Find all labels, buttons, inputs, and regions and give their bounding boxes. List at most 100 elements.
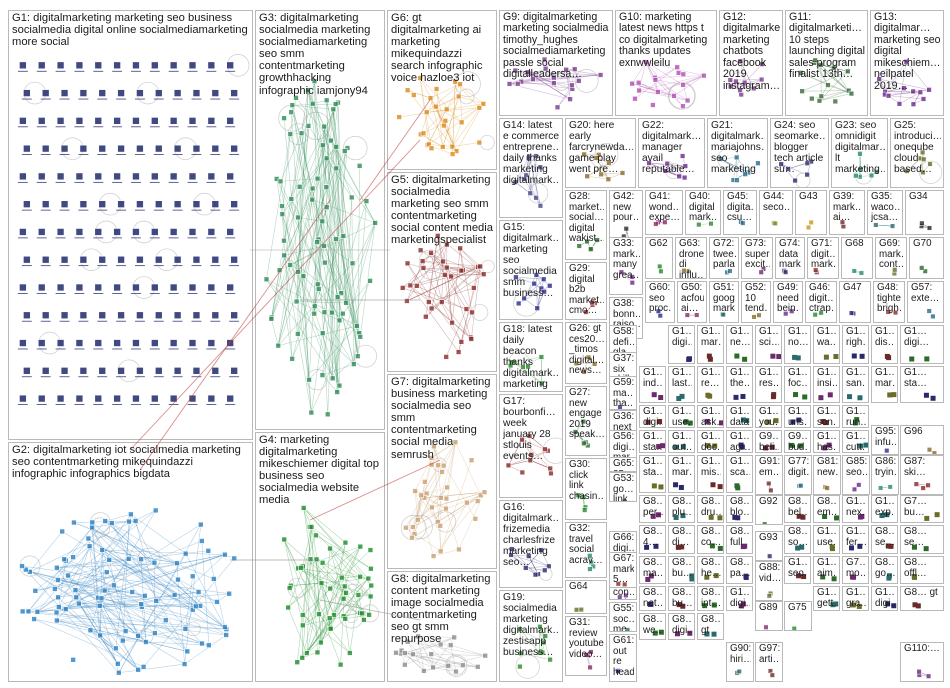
- node[interactable]: [447, 642, 454, 648]
- node[interactable]: [41, 367, 50, 375]
- node[interactable]: [732, 514, 738, 520]
- group-panel-g32[interactable]: G32: travel social acrav…: [565, 522, 607, 578]
- group-panel-small[interactable]: G1… gra…: [842, 586, 869, 611]
- node[interactable]: [823, 420, 829, 426]
- node[interactable]: [679, 153, 686, 159]
- node[interactable]: [682, 163, 689, 169]
- node[interactable]: [222, 624, 228, 630]
- node[interactable]: [563, 66, 569, 73]
- group-panel-small[interactable]: G1… sci…: [755, 325, 782, 364]
- node[interactable]: [859, 514, 865, 520]
- node[interactable]: [171, 592, 178, 598]
- group-panel-g17[interactable]: G17: bourbonfi… week january 28 stlouis …: [499, 394, 563, 498]
- group-panel-small[interactable]: G8… offl…: [900, 556, 944, 584]
- group-panel-g55[interactable]: G55: soc… me…: [609, 602, 637, 632]
- group-panel-small[interactable]: G1… digi…: [900, 325, 944, 364]
- node[interactable]: [689, 573, 694, 579]
- node[interactable]: [924, 515, 930, 521]
- node[interactable]: [79, 255, 88, 264]
- node[interactable]: [366, 612, 372, 618]
- node[interactable]: [94, 394, 103, 403]
- node[interactable]: [153, 598, 160, 604]
- node[interactable]: [680, 603, 686, 609]
- node[interactable]: [428, 455, 435, 461]
- node[interactable]: [569, 82, 575, 89]
- group-panel-g47[interactable]: G47: [839, 281, 871, 323]
- node[interactable]: [851, 486, 858, 492]
- group-panel-small[interactable]: G8… em…: [813, 495, 840, 523]
- node[interactable]: [848, 310, 855, 316]
- node[interactable]: [505, 462, 512, 469]
- node[interactable]: [920, 169, 926, 176]
- node[interactable]: [734, 177, 740, 183]
- node[interactable]: [151, 117, 159, 125]
- node[interactable]: [826, 442, 832, 448]
- node[interactable]: [717, 484, 723, 490]
- node[interactable]: [56, 228, 65, 236]
- node[interactable]: [645, 576, 651, 582]
- node[interactable]: [778, 161, 784, 167]
- node[interactable]: [154, 311, 163, 320]
- node[interactable]: [657, 313, 663, 319]
- node[interactable]: [75, 172, 84, 181]
- node[interactable]: [886, 355, 892, 361]
- node[interactable]: [336, 317, 343, 324]
- node[interactable]: [117, 311, 125, 320]
- node[interactable]: [173, 367, 182, 375]
- node[interactable]: [525, 363, 531, 370]
- node[interactable]: [89, 519, 96, 526]
- node[interactable]: [393, 650, 399, 656]
- node[interactable]: [769, 672, 775, 678]
- node[interactable]: [460, 662, 466, 668]
- node[interactable]: [132, 61, 140, 70]
- node[interactable]: [154, 200, 163, 208]
- node[interactable]: [551, 74, 557, 81]
- node[interactable]: [103, 569, 110, 575]
- node[interactable]: [791, 625, 797, 630]
- node[interactable]: [509, 546, 515, 552]
- node[interactable]: [547, 283, 553, 289]
- node[interactable]: [868, 172, 875, 179]
- group-panel-g14[interactable]: G14: latest e commerce entreprene… daily…: [499, 118, 563, 218]
- node[interactable]: [136, 311, 144, 320]
- group-panel-small[interactable]: G8… bu…: [668, 556, 695, 584]
- node[interactable]: [368, 565, 374, 572]
- node[interactable]: [795, 355, 801, 361]
- group-panel-g16[interactable]: G16: digitalmark… frizemedia charlesfriz…: [499, 500, 563, 588]
- node[interactable]: [293, 95, 299, 101]
- node[interactable]: [319, 372, 326, 378]
- node[interactable]: [62, 606, 69, 612]
- node[interactable]: [463, 306, 470, 312]
- node[interactable]: [615, 668, 621, 674]
- node[interactable]: [873, 222, 879, 228]
- node[interactable]: [675, 70, 682, 76]
- node[interactable]: [276, 267, 283, 274]
- node[interactable]: [199, 538, 205, 544]
- node[interactable]: [885, 543, 891, 549]
- group-panel-g12[interactable]: G12: digitalmarketi… marketing chatbots …: [719, 10, 783, 116]
- node[interactable]: [354, 323, 360, 329]
- node[interactable]: [452, 78, 458, 85]
- node[interactable]: [589, 299, 595, 306]
- node[interactable]: [407, 282, 414, 289]
- node[interactable]: [576, 78, 582, 84]
- node[interactable]: [19, 117, 27, 125]
- node[interactable]: [477, 492, 484, 499]
- group-panel-small[interactable]: G1… mis…: [697, 455, 724, 493]
- node[interactable]: [707, 356, 713, 362]
- node[interactable]: [809, 95, 815, 102]
- node[interactable]: [514, 81, 521, 87]
- node[interactable]: [792, 354, 798, 360]
- node[interactable]: [717, 156, 724, 162]
- node[interactable]: [858, 166, 864, 173]
- node[interactable]: [207, 228, 216, 236]
- node[interactable]: [85, 535, 92, 542]
- node[interactable]: [367, 593, 374, 600]
- node[interactable]: [287, 262, 293, 268]
- node[interactable]: [94, 283, 103, 292]
- node[interactable]: [329, 375, 336, 382]
- node[interactable]: [924, 356, 930, 362]
- group-panel-small[interactable]: G1… run…: [842, 405, 869, 428]
- node[interactable]: [822, 514, 828, 520]
- node[interactable]: [230, 367, 238, 375]
